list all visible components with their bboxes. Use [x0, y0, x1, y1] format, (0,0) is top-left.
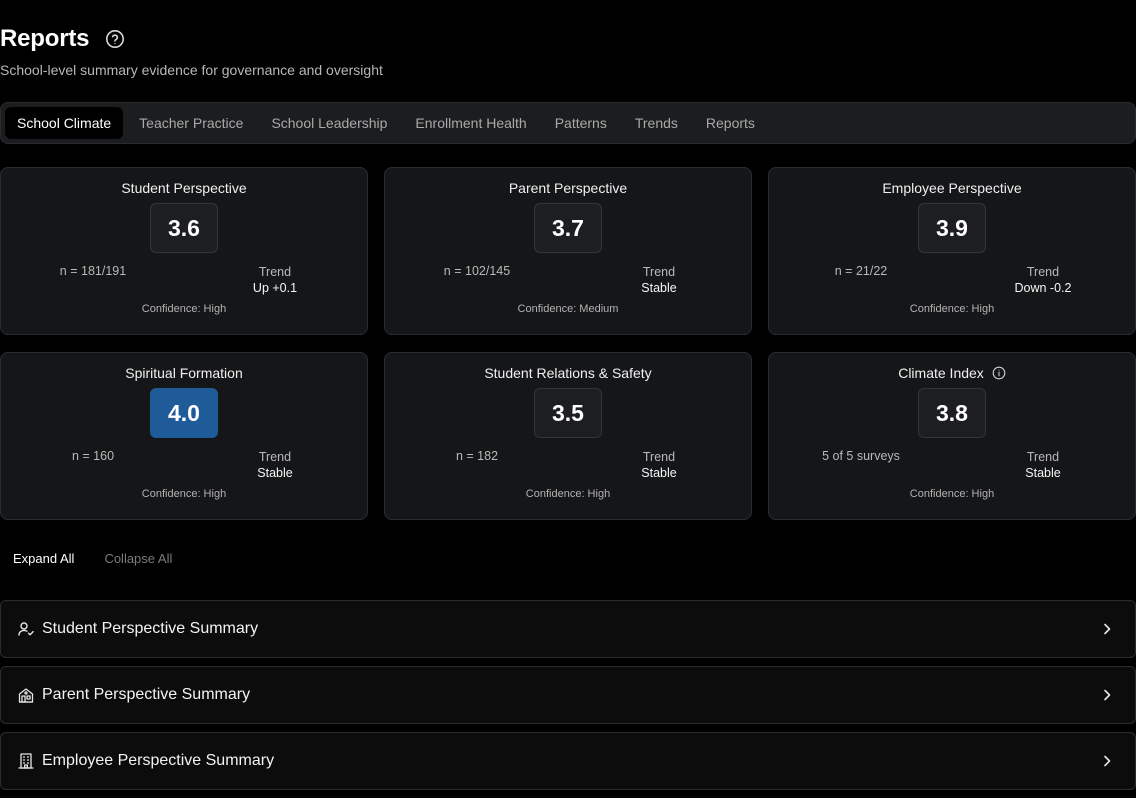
card-student-perspective: Student Perspective 3.6 n = 181/191 Tren…: [0, 167, 368, 335]
card-student-relations-safety: Student Relations & Safety 3.5 n = 182 T…: [384, 352, 752, 520]
help-circle-icon[interactable]: [105, 29, 125, 49]
tab-trends[interactable]: Trends: [634, 115, 678, 131]
info-icon[interactable]: [992, 366, 1006, 380]
building-icon: [17, 752, 35, 770]
section-employee-perspective-summary[interactable]: Employee Perspective Summary: [0, 732, 1136, 790]
score-badge-highlighted: 4.0: [150, 388, 218, 438]
score-badge: 3.9: [918, 203, 986, 253]
trend-label: Trend: [258, 265, 292, 279]
chevron-right-icon: [1099, 753, 1115, 769]
trend-block: Trend Stable: [183, 449, 367, 481]
section-label: Employee Perspective Summary: [42, 752, 275, 769]
summary-cards: Student Perspective 3.6 n = 181/191 Tren…: [0, 167, 1136, 520]
card-spiritual-formation: Spiritual Formation 4.0 n = 160 Trend St…: [0, 352, 368, 520]
trend-label: Trend: [642, 450, 676, 464]
expand-collapse-controls: Expand All Collapse All: [13, 551, 172, 566]
sample-size: n = 181/191: [59, 264, 127, 278]
title-row: Reports: [0, 24, 383, 54]
card-title-text: Parent Perspective: [508, 180, 628, 196]
card-title: Student Relations & Safety: [385, 365, 751, 381]
report-tabs: School Climate Teacher Practice School L…: [0, 102, 1136, 144]
trend-value: Stable: [641, 466, 677, 480]
sample-size: n = 160: [71, 449, 115, 463]
confidence-label: Confidence: Medium: [517, 303, 619, 315]
sample-size: n = 21/22: [834, 264, 888, 278]
card-title-text: Spiritual Formation: [125, 365, 243, 381]
section-label: Student Perspective Summary: [42, 620, 259, 637]
trend-block: Trend Stable: [567, 264, 751, 296]
tab-teacher-practice[interactable]: Teacher Practice: [139, 115, 244, 131]
trend-value: Up +0.1: [252, 281, 298, 295]
card-title-text: Employee Perspective: [882, 180, 1022, 196]
confidence-label: Confidence: High: [141, 303, 227, 315]
trend-value: Stable: [641, 281, 677, 295]
card-title: Spiritual Formation: [1, 365, 367, 381]
collapse-all-button[interactable]: Collapse All: [104, 551, 173, 566]
section-student-perspective-summary[interactable]: Student Perspective Summary: [0, 600, 1136, 658]
trend-label: Trend: [258, 450, 292, 464]
trend-block: Trend Stable: [951, 449, 1135, 481]
page-subtitle: School-level summary evidence for govern…: [0, 62, 383, 78]
score-badge: 3.7: [534, 203, 602, 253]
confidence-label: Confidence: High: [525, 488, 611, 500]
trend-block: Trend Down -0.2: [951, 264, 1135, 296]
trend-block: Trend Up +0.1: [183, 264, 367, 296]
trend-label: Trend: [642, 265, 676, 279]
sample-size: n = 182: [455, 449, 499, 463]
card-title-text: Student Relations & Safety: [484, 365, 652, 381]
chevron-right-icon: [1099, 621, 1115, 637]
card-title: Parent Perspective: [385, 180, 751, 196]
trend-value: Stable: [257, 466, 293, 480]
survey-count: 5 of 5 surveys: [822, 449, 900, 463]
confidence-label: Confidence: High: [909, 488, 995, 500]
chevron-right-icon: [1099, 687, 1115, 703]
card-title: Climate Index: [769, 365, 1135, 381]
card-climate-index: Climate Index 3.8 5 of 5 surveys Trend S…: [768, 352, 1136, 520]
score-badge: 3.8: [918, 388, 986, 438]
trend-label: Trend: [1026, 265, 1060, 279]
confidence-label: Confidence: High: [909, 303, 995, 315]
trend-value: Stable: [1025, 466, 1061, 480]
card-parent-perspective: Parent Perspective 3.7 n = 102/145 Trend…: [384, 167, 752, 335]
tab-school-leadership[interactable]: School Leadership: [271, 115, 388, 131]
trend-value: Down -0.2: [1014, 281, 1072, 295]
tab-enrollment-health[interactable]: Enrollment Health: [415, 115, 527, 131]
tab-reports[interactable]: Reports: [705, 115, 755, 131]
page-header: Reports School-level summary evidence fo…: [0, 24, 383, 78]
card-employee-perspective: Employee Perspective 3.9 n = 21/22 Trend…: [768, 167, 1136, 335]
card-title: Student Perspective: [1, 180, 367, 196]
confidence-label: Confidence: High: [141, 488, 227, 500]
section-parent-perspective-summary[interactable]: Parent Perspective Summary: [0, 666, 1136, 724]
sample-size: n = 102/145: [443, 264, 511, 278]
score-badge: 3.6: [150, 203, 218, 253]
home-icon: [17, 686, 35, 704]
trend-label: Trend: [1026, 450, 1060, 464]
card-title-text: Student Perspective: [121, 180, 247, 196]
section-label: Parent Perspective Summary: [42, 686, 251, 703]
page-title: Reports: [0, 25, 90, 52]
expand-all-button[interactable]: Expand All: [13, 551, 75, 566]
tab-school-climate[interactable]: School Climate: [5, 107, 124, 139]
card-title: Employee Perspective: [769, 180, 1135, 196]
card-title-text: Climate Index: [898, 365, 984, 381]
tab-patterns[interactable]: Patterns: [554, 115, 607, 131]
trend-block: Trend Stable: [567, 449, 751, 481]
summary-sections: Student Perspective Summary Parent Persp…: [0, 600, 1136, 798]
user-check-icon: [17, 620, 35, 638]
score-badge: 3.5: [534, 388, 602, 438]
